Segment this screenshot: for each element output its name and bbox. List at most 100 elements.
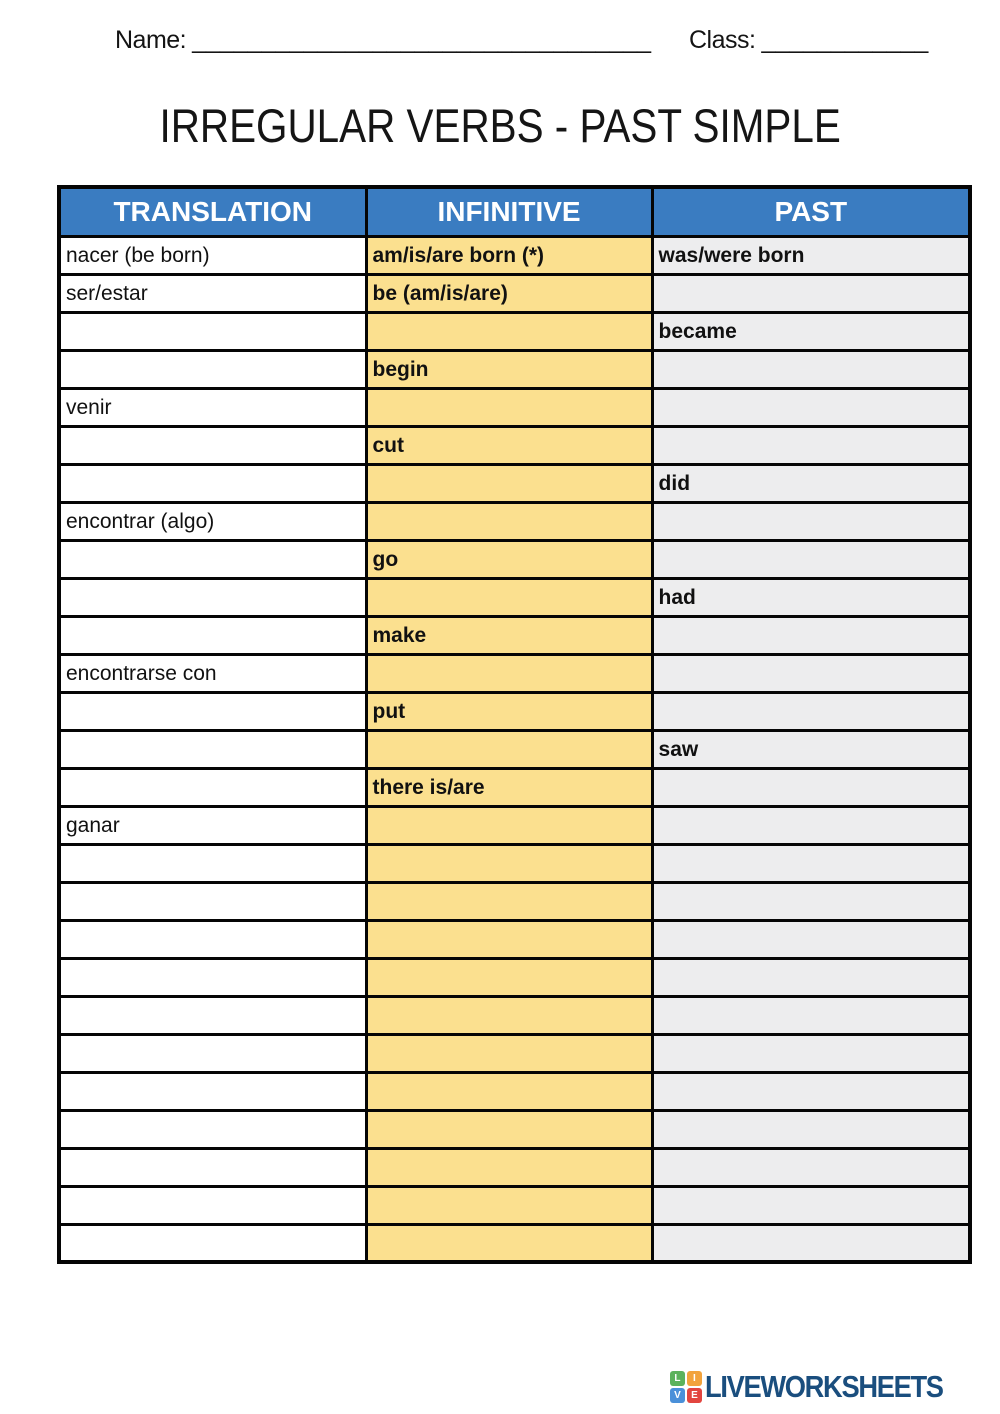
cell-translation-row21[interactable] <box>57 994 368 1036</box>
cell-translation-row16: ganar <box>57 804 368 846</box>
table-row: became <box>57 310 972 352</box>
cell-infinitive-row12[interactable] <box>364 652 654 694</box>
cell-infinitive-row27[interactable] <box>364 1222 654 1264</box>
cell-translation-row2: ser/estar <box>57 272 368 314</box>
name-class-row: Name: _________________________________ … <box>115 26 928 55</box>
cell-translation-row8: encontrar (algo) <box>57 500 368 542</box>
cell-infinitive-row5[interactable] <box>364 386 654 428</box>
cell-infinitive-row11: make <box>364 614 654 656</box>
cell-past-row8[interactable] <box>650 500 972 542</box>
cell-past-row11[interactable] <box>650 614 972 656</box>
cell-translation-row13[interactable] <box>57 690 368 732</box>
cell-past-row20[interactable] <box>650 956 972 998</box>
cell-past-row22[interactable] <box>650 1032 972 1074</box>
cell-infinitive-row2: be (am/is/are) <box>364 272 654 314</box>
cell-past-row21[interactable] <box>650 994 972 1036</box>
cell-translation-row7[interactable] <box>57 462 368 504</box>
cell-infinitive-row21[interactable] <box>364 994 654 1036</box>
table-row: make <box>57 614 972 656</box>
cell-past-row23[interactable] <box>650 1070 972 1112</box>
table-row <box>57 1032 972 1074</box>
cell-past-row17[interactable] <box>650 842 972 884</box>
cell-infinitive-row19[interactable] <box>364 918 654 960</box>
cell-translation-row1: nacer (be born) <box>57 234 368 276</box>
table-row: put <box>57 690 972 732</box>
table-row: had <box>57 576 972 618</box>
cell-translation-row11[interactable] <box>57 614 368 656</box>
table-header-row: TRANSLATION INFINITIVE PAST <box>57 185 972 238</box>
table-row: encontrar (algo) <box>57 500 972 542</box>
cell-past-row1: was/were born <box>650 234 972 276</box>
cell-past-row9[interactable] <box>650 538 972 580</box>
cell-infinitive-row8[interactable] <box>364 500 654 542</box>
table-row: cut <box>57 424 972 466</box>
logo-square-v: V <box>669 1388 685 1403</box>
table-row <box>57 1184 972 1226</box>
table-row <box>57 842 972 884</box>
cell-translation-row27[interactable] <box>57 1222 368 1264</box>
cell-translation-row24[interactable] <box>57 1108 368 1150</box>
table-row: ganar <box>57 804 972 846</box>
cell-infinitive-row3[interactable] <box>364 310 654 352</box>
cell-translation-row18[interactable] <box>57 880 368 922</box>
cell-past-row27[interactable] <box>650 1222 972 1264</box>
cell-infinitive-row18[interactable] <box>364 880 654 922</box>
cell-translation-row15[interactable] <box>57 766 368 808</box>
cell-translation-row25[interactable] <box>57 1146 368 1188</box>
table-row: nacer (be born) am/is/are born (*) was/wer… <box>57 234 972 276</box>
cell-infinitive-row10[interactable] <box>364 576 654 618</box>
cell-past-row2[interactable] <box>650 272 972 314</box>
cell-translation-row6[interactable] <box>57 424 368 466</box>
cell-translation-row14[interactable] <box>57 728 368 770</box>
cell-translation-row3[interactable] <box>57 310 368 352</box>
cell-past-row24[interactable] <box>650 1108 972 1150</box>
cell-infinitive-row20[interactable] <box>364 956 654 998</box>
cell-infinitive-row15: there is/are <box>364 766 654 808</box>
cell-past-row13[interactable] <box>650 690 972 732</box>
cell-infinitive-row7[interactable] <box>364 462 654 504</box>
table-row <box>57 1146 972 1188</box>
cell-translation-row17[interactable] <box>57 842 368 884</box>
cell-infinitive-row1: am/is/are born (*) <box>364 234 654 276</box>
cell-translation-row22[interactable] <box>57 1032 368 1074</box>
cell-infinitive-row24[interactable] <box>364 1108 654 1150</box>
cell-past-row25[interactable] <box>650 1146 972 1188</box>
header-translation: TRANSLATION <box>57 185 368 238</box>
table-row: encontrarse con <box>57 652 972 694</box>
cell-infinitive-row25[interactable] <box>364 1146 654 1188</box>
table-row: there is/are <box>57 766 972 808</box>
cell-past-row18[interactable] <box>650 880 972 922</box>
cell-translation-row20[interactable] <box>57 956 368 998</box>
cell-infinitive-row9: go <box>364 538 654 580</box>
cell-infinitive-row26[interactable] <box>364 1184 654 1226</box>
cell-translation-row23[interactable] <box>57 1070 368 1112</box>
cell-infinitive-row16[interactable] <box>364 804 654 846</box>
cell-translation-row26[interactable] <box>57 1184 368 1226</box>
cell-translation-row4[interactable] <box>57 348 368 390</box>
table-row <box>57 1108 972 1150</box>
cell-translation-row10[interactable] <box>57 576 368 618</box>
cell-translation-row19[interactable] <box>57 918 368 960</box>
cell-past-row15[interactable] <box>650 766 972 808</box>
cell-past-row16[interactable] <box>650 804 972 846</box>
cell-infinitive-row23[interactable] <box>364 1070 654 1112</box>
name-blank-line[interactable]: _________________________________ <box>192 26 651 54</box>
cell-past-row26[interactable] <box>650 1184 972 1226</box>
cell-translation-row9[interactable] <box>57 538 368 580</box>
table-row: saw <box>57 728 972 770</box>
cell-past-row4[interactable] <box>650 348 972 390</box>
cell-translation-row12: encontrarse con <box>57 652 368 694</box>
cell-past-row19[interactable] <box>650 918 972 960</box>
cell-infinitive-row4: begin <box>364 348 654 390</box>
table-row: venir <box>57 386 972 428</box>
cell-infinitive-row14[interactable] <box>364 728 654 770</box>
table-row: ser/estar be (am/is/are) <box>57 272 972 314</box>
cell-past-row6[interactable] <box>650 424 972 466</box>
class-blank-line[interactable]: ____________ <box>761 26 929 54</box>
cell-infinitive-row22[interactable] <box>364 1032 654 1074</box>
cell-infinitive-row17[interactable] <box>364 842 654 884</box>
table-row <box>57 918 972 960</box>
cell-past-row5[interactable] <box>650 386 972 428</box>
class-label: Class: <box>688 26 756 54</box>
cell-past-row12[interactable] <box>650 652 972 694</box>
